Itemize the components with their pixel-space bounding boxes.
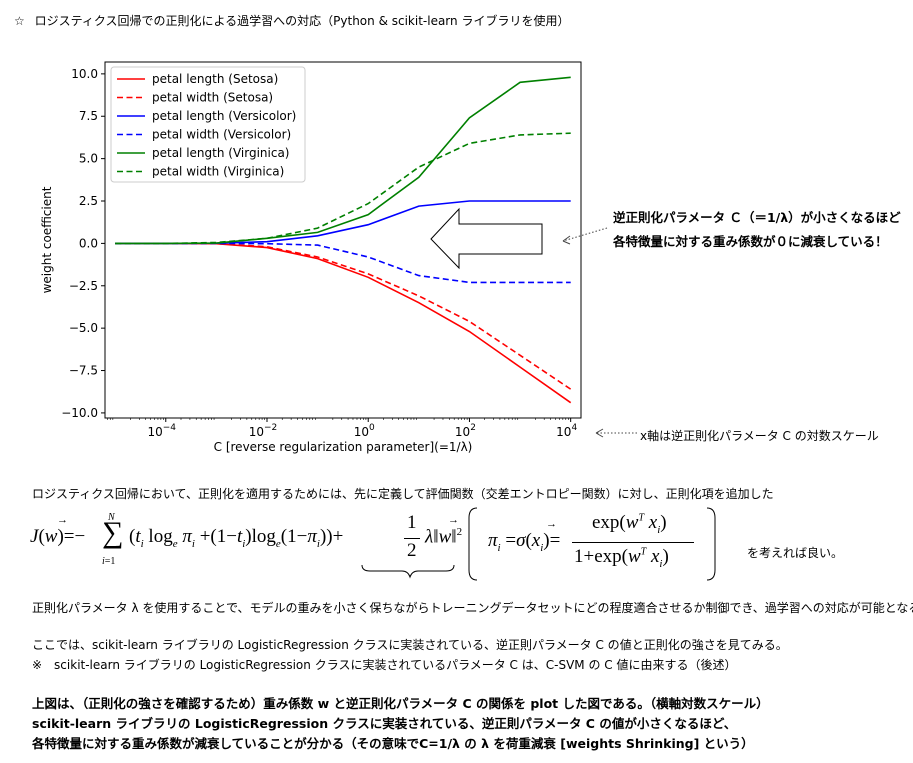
series-line-1 [115, 242, 572, 390]
summary-line3: 各特徴量に対する重み係数が減衰していることが分かる（その意味でC=1/λ の λ… [32, 736, 754, 751]
annotation-pointer [562, 227, 608, 242]
paragraph-sklearn: ここでは、scikit-learn ライブラリの LogisticRegress… [32, 638, 788, 652]
y-tick-label: 2.5 [79, 194, 98, 208]
y-tick-label: −2.5 [69, 279, 98, 293]
legend: petal length (Setosa) petal width (Setosa… [110, 66, 306, 183]
series-line-5 [115, 132, 571, 245]
x-tick-label: 10−4 [147, 423, 176, 439]
page-title: ロジスティクス回帰での正則化による過学習への対応（Python & scikit… [34, 14, 570, 28]
summary-line1: 上図は、（正則化の強さを確認するため）重み係数 w と逆正則化パラメータ C の… [32, 696, 769, 711]
y-tick-label: −7.5 [69, 364, 98, 378]
arrow-note-line2: 各特徴量に対する重み係数が０に減衰している！ [613, 234, 888, 249]
cost-function-formula: J(w)=− → N ∑ i=1 (ti loge πi +(1−ti)loge… [30, 512, 463, 567]
x-tick-label: 102 [455, 423, 476, 439]
definition-brackets [468, 507, 716, 581]
summary-line2: scikit-learn ライブラリの LogisticRegression ク… [32, 716, 737, 731]
series-line-3 [115, 242, 571, 284]
weight-coefficient-chart: 10.0 7.5 5.0 2.5 0.0 −2.5 −5.0 −7.5 −10.0 10−4 10−… [40, 61, 637, 454]
legend-entry: petal width (Setosa) [152, 91, 273, 105]
regularization-underbrace [361, 564, 455, 579]
hollow-arrow-icon [430, 207, 543, 270]
arrow-note-line1: 逆正則化パラメータ Ｃ（＝1/λ）が小さくなるほど [613, 210, 901, 225]
paragraph-note: ※ scikit-learn ライブラリの LogisticRegression… [32, 658, 737, 672]
x-tick-label: 10−2 [249, 423, 278, 439]
legend-entry: petal width (Virginica) [152, 165, 284, 179]
y-tick-label: 0.0 [79, 236, 98, 250]
y-tick-label: 7.5 [79, 109, 98, 123]
star-icon: ☆ [14, 14, 25, 28]
paragraph-regularization: 正則化パラメータ λ を使用することで、モデルの重みを小さく保ちながらトレーニン… [32, 601, 913, 615]
y-tick-label: −5.0 [69, 321, 98, 335]
series-lines [115, 76, 572, 404]
legend-entry: petal length (Setosa) [152, 72, 278, 86]
y-tick-label: 10.0 [71, 67, 98, 81]
series-line-0 [115, 242, 572, 404]
axis-pointer-arrowhead-icon [595, 428, 604, 438]
intro-text: ロジスティクス回帰において、正則化を適用するためには、先に定義して評価関数（交差… [32, 487, 774, 501]
x-axis-label: C [reverse regularization parameter](=1/… [214, 440, 473, 454]
x-tick-label: 100 [354, 423, 375, 439]
legend-entry: petal length (Versicolor) [152, 109, 296, 123]
axis-note: x軸は逆正則化パラメータ C の対数スケール [640, 429, 879, 443]
formula-suffix: を考えれば良い。 [747, 546, 844, 560]
pointer-arrowhead-icon [562, 235, 571, 245]
plot-frame [104, 61, 582, 419]
pi-definition-formula: πi =σ(xi)= → exp(wT xi) 1+exp(wT xi) [488, 508, 708, 578]
y-tick-label: 5.0 [79, 152, 98, 166]
legend-box [110, 66, 306, 183]
y-tick-label: −10.0 [61, 406, 98, 420]
series-line-4 [115, 76, 571, 245]
page-header: ☆ ロジスティクス回帰での正則化による過学習への対応（Python & scik… [14, 12, 569, 29]
y-axis-label: weight coefficient [40, 186, 54, 293]
legend-entry: petal width (Versicolor) [152, 128, 291, 142]
x-tick-label: 104 [556, 423, 577, 439]
legend-entry: petal length (Virginica) [152, 146, 289, 160]
